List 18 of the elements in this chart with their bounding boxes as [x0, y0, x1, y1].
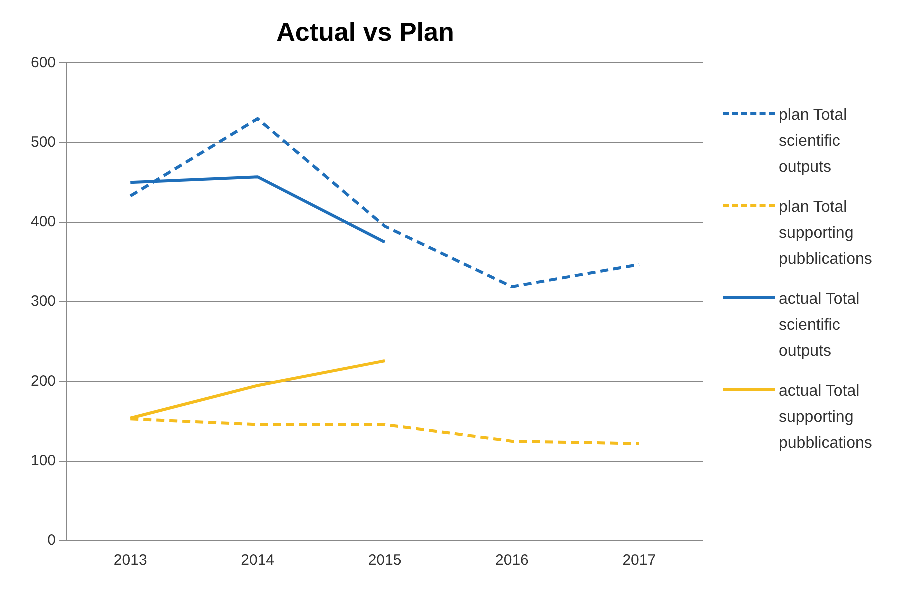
y-tick-label: 300: [30, 293, 56, 310]
x-tick-label: 2016: [496, 552, 529, 570]
x-tick-label: 2015: [368, 552, 402, 570]
y-tick-label: 0: [48, 532, 56, 550]
y-tick-label: 600: [30, 54, 56, 72]
chart-title: Actual vs Plan: [276, 16, 454, 47]
legend-label: plan Total supporting pubblications: [779, 198, 874, 270]
y-tick-label: 200: [30, 372, 56, 390]
x-tick-label: 2017: [622, 552, 656, 570]
legend-label: actual Total scientific outputs: [779, 290, 861, 362]
y-tick-label: 500: [30, 134, 56, 151]
legend-label: actual Total supporting pubblications: [779, 382, 874, 454]
y-tick-label: 400: [30, 214, 56, 231]
line-series: [129, 117, 641, 288]
x-tick-label: 2013: [114, 552, 148, 570]
legend-label: plan Total scientific outputs: [779, 106, 848, 178]
y-tick-label: 100: [30, 452, 56, 470]
x-tick-label: 2014: [241, 552, 275, 570]
